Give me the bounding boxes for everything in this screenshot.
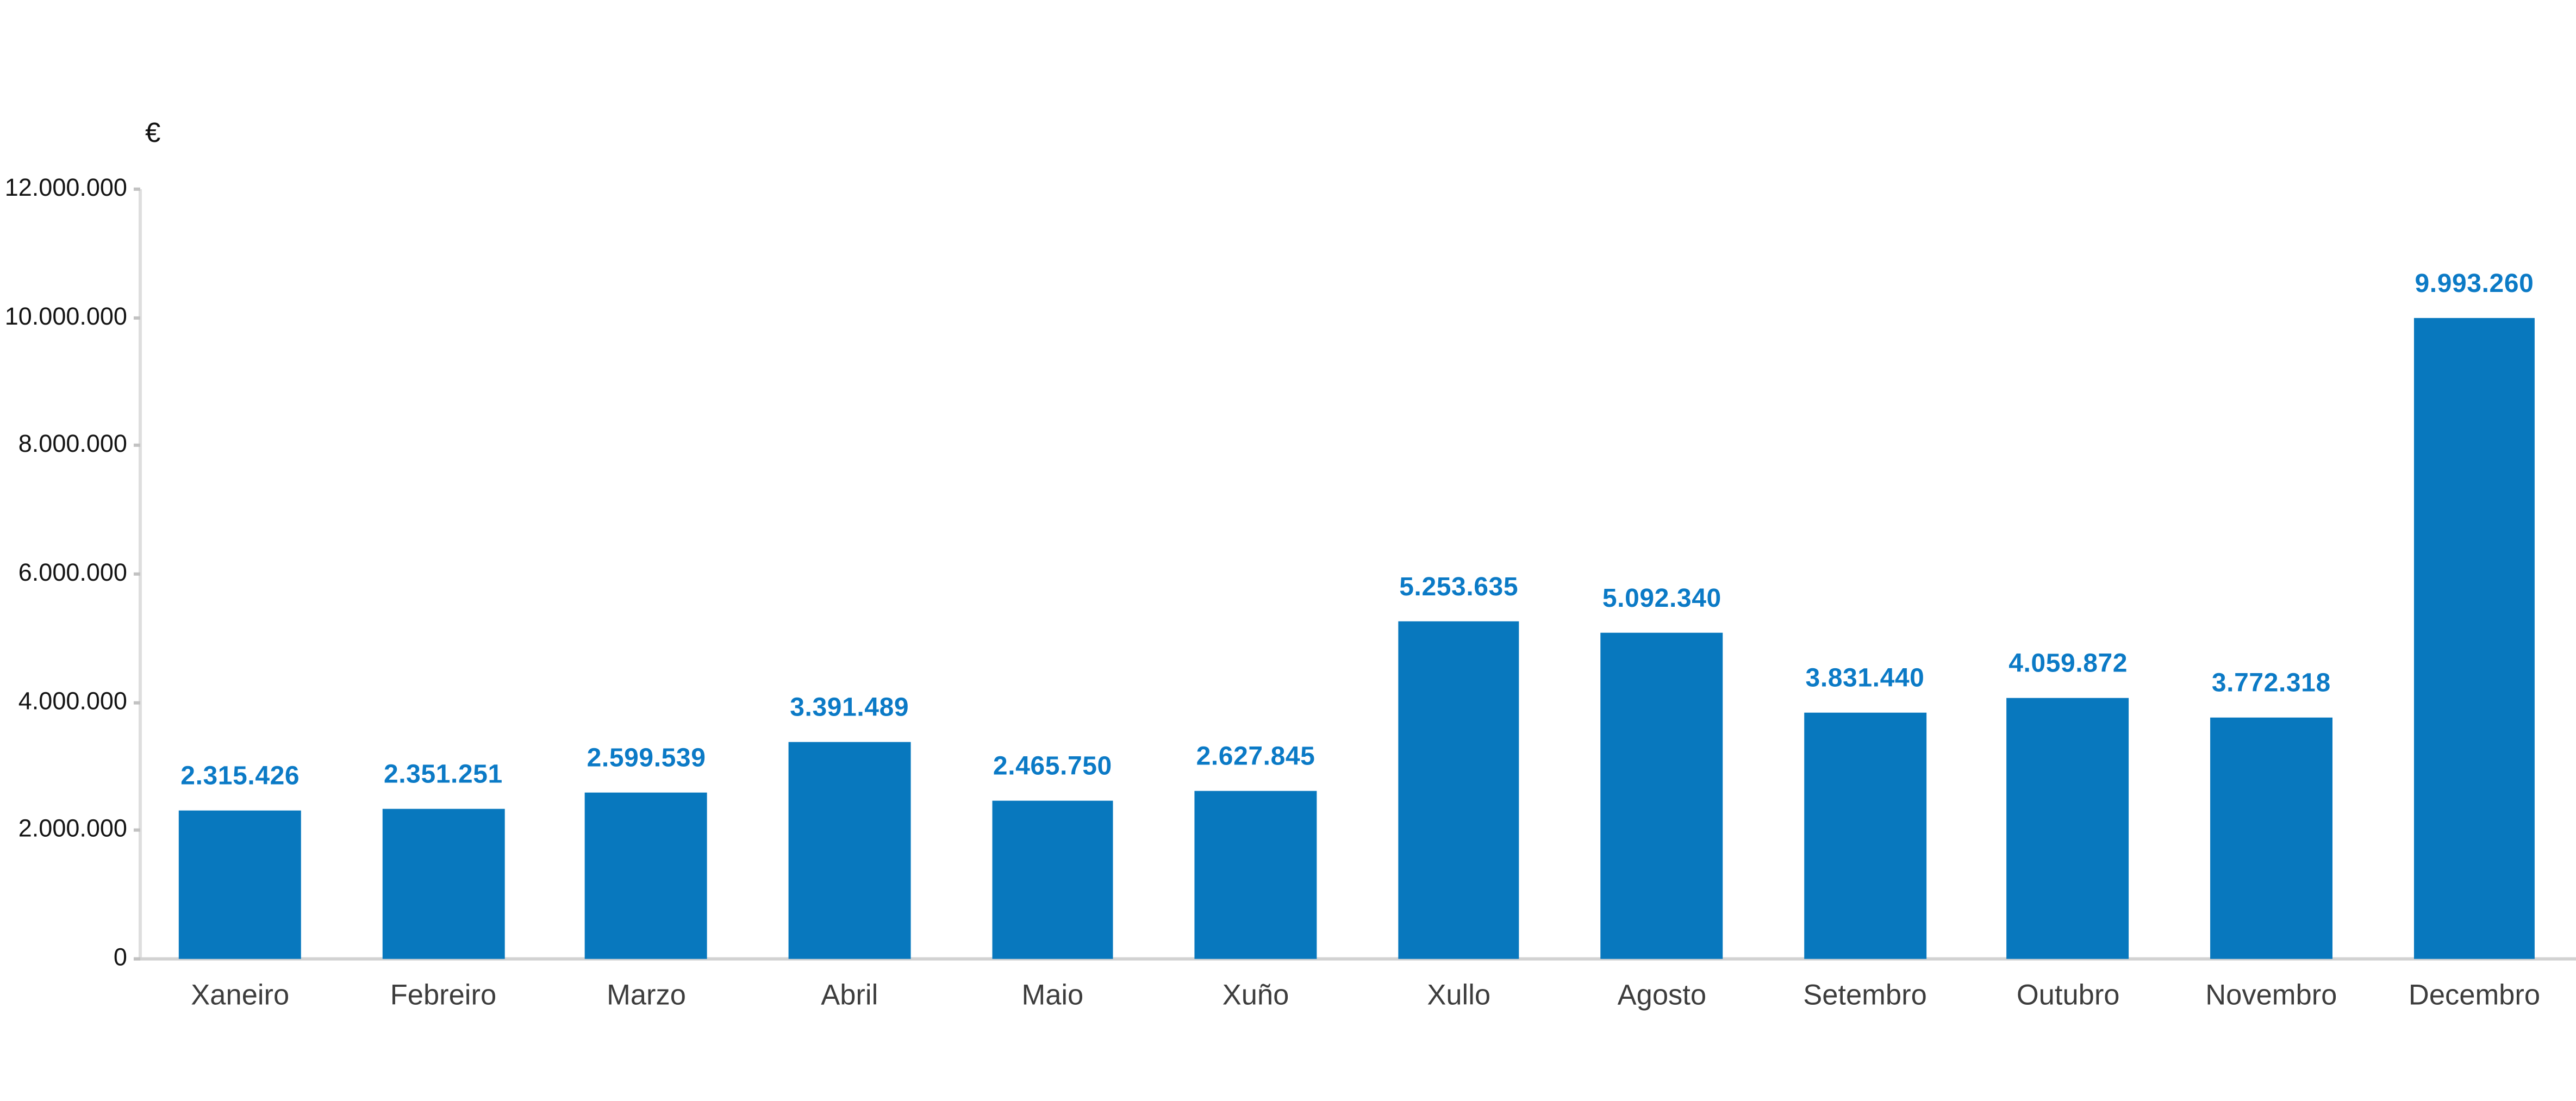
bar xyxy=(2007,698,2129,959)
bar xyxy=(382,808,504,959)
y-tick-mark xyxy=(133,444,140,447)
bar-value-label: 2.465.750 xyxy=(993,753,1112,781)
x-category-label: Xullo xyxy=(1427,978,1491,1011)
y-axis-unit-label: € xyxy=(145,117,161,148)
y-tick-label: 2.000.000 xyxy=(18,816,127,844)
bar xyxy=(1804,713,1926,959)
bar-column: 3.391.489 Abril xyxy=(748,189,951,1011)
y-tick-mark xyxy=(133,829,140,832)
bar-value-label: 3.831.440 xyxy=(1805,665,1925,694)
x-category-label: Febreiro xyxy=(390,978,497,1011)
x-category-label: Abril xyxy=(821,978,878,1011)
x-category-label: Decembro xyxy=(2408,978,2541,1011)
bar-column: 3.772.318 Novembro xyxy=(2170,189,2373,1011)
bar-value-label: 5.253.635 xyxy=(1399,574,1519,602)
bar xyxy=(2413,318,2536,959)
x-category-label: Outubro xyxy=(2016,978,2120,1011)
bar-column: 4.059.872 Outubro xyxy=(1967,189,2170,1011)
bar-column: 5.253.635 Xullo xyxy=(1357,189,1561,1011)
x-category-label: Agosto xyxy=(1617,978,1707,1011)
x-category-label: Xaneiro xyxy=(191,978,290,1011)
y-tick-label: 6.000.000 xyxy=(18,559,127,587)
y-tick-label: 4.000.000 xyxy=(18,687,127,716)
bar-column: 2.315.426 Xaneiro xyxy=(139,189,342,1011)
y-tick-mark xyxy=(133,572,140,576)
y-tick-label: 10.000.000 xyxy=(4,302,127,331)
y-tick-mark xyxy=(133,700,140,704)
x-category-label: Marzo xyxy=(607,978,686,1011)
y-tick-mark xyxy=(133,315,140,319)
x-category-label: Setembro xyxy=(1803,978,1927,1011)
x-category-label: Maio xyxy=(1021,978,1084,1011)
bar xyxy=(1398,621,1520,959)
bar xyxy=(1194,790,1317,959)
bar-column: 2.465.750 Maio xyxy=(951,189,1155,1011)
x-axis-line xyxy=(133,957,2576,961)
bar-column: 2.599.539 Marzo xyxy=(545,189,748,1011)
bar xyxy=(991,800,1114,959)
bar-column: 3.831.440 Setembro xyxy=(1763,189,1967,1011)
y-tick-label: 12.000.000 xyxy=(4,174,127,202)
bar-value-label: 2.315.426 xyxy=(180,763,300,791)
bar-column: 5.092.340 Agosto xyxy=(1561,189,1764,1011)
bar-column: 9.993.260 Decembro xyxy=(2373,189,2576,1011)
bar xyxy=(2210,717,2332,959)
bar xyxy=(179,810,301,959)
bar-value-label: 3.772.318 xyxy=(2211,669,2331,698)
x-category-label: Xuño xyxy=(1222,978,1289,1011)
bar-value-label: 9.993.260 xyxy=(2415,270,2534,298)
x-category-label: Novembro xyxy=(2205,978,2337,1011)
bar-value-label: 2.351.251 xyxy=(383,761,503,789)
bar-column: 2.627.845 Xuño xyxy=(1154,189,1357,1011)
bar xyxy=(585,792,708,959)
bars-container: 2.315.426 Xaneiro 2.351.251 Febreiro 2.599.5… xyxy=(139,189,2576,1011)
y-tick-mark xyxy=(133,957,140,961)
bar-column: 2.351.251 Febreiro xyxy=(342,189,545,1011)
bar-value-label: 2.627.845 xyxy=(1196,743,1315,771)
bar-value-label: 4.059.872 xyxy=(2009,651,2128,679)
bar-value-label: 3.391.489 xyxy=(790,694,909,722)
y-tick-label: 0 xyxy=(113,944,127,972)
y-tick-mark xyxy=(133,187,140,191)
bar-value-label: 2.599.539 xyxy=(587,745,706,773)
y-tick-label: 8.000.000 xyxy=(18,431,127,459)
bar-value-label: 5.092.340 xyxy=(1602,584,1722,613)
bar xyxy=(1601,632,1723,959)
bar xyxy=(788,741,910,959)
